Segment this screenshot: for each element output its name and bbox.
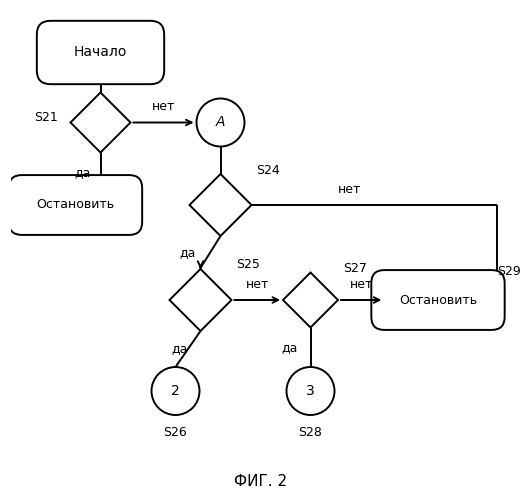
- Text: ФИГ. 2: ФИГ. 2: [234, 474, 287, 488]
- Text: A: A: [216, 116, 225, 130]
- Text: нет: нет: [245, 278, 269, 291]
- Text: 3: 3: [306, 384, 315, 398]
- Text: Остановить: Остановить: [399, 294, 477, 306]
- Text: S24: S24: [256, 164, 280, 176]
- Text: S29: S29: [497, 265, 520, 278]
- Circle shape: [196, 98, 244, 146]
- FancyBboxPatch shape: [37, 21, 164, 84]
- Text: нет: нет: [152, 100, 175, 114]
- Text: Начало: Начало: [74, 46, 127, 60]
- Text: S26: S26: [164, 426, 188, 439]
- FancyBboxPatch shape: [371, 270, 505, 330]
- Text: да: да: [282, 341, 298, 354]
- Polygon shape: [70, 92, 130, 152]
- Text: 2: 2: [171, 384, 180, 398]
- Text: нет: нет: [338, 183, 361, 196]
- Circle shape: [152, 367, 200, 415]
- FancyBboxPatch shape: [9, 175, 142, 235]
- Text: S28: S28: [299, 426, 322, 439]
- Text: Остановить: Остановить: [36, 198, 115, 211]
- Text: S21: S21: [34, 111, 58, 124]
- Text: S25: S25: [237, 258, 260, 272]
- Polygon shape: [190, 174, 252, 236]
- Text: да: да: [171, 342, 188, 355]
- Text: нет: нет: [350, 278, 373, 291]
- Polygon shape: [169, 269, 231, 331]
- Text: да: да: [179, 246, 195, 259]
- Circle shape: [287, 367, 334, 415]
- Text: S27: S27: [343, 262, 367, 275]
- Text: да: да: [74, 166, 91, 179]
- Polygon shape: [283, 272, 338, 328]
